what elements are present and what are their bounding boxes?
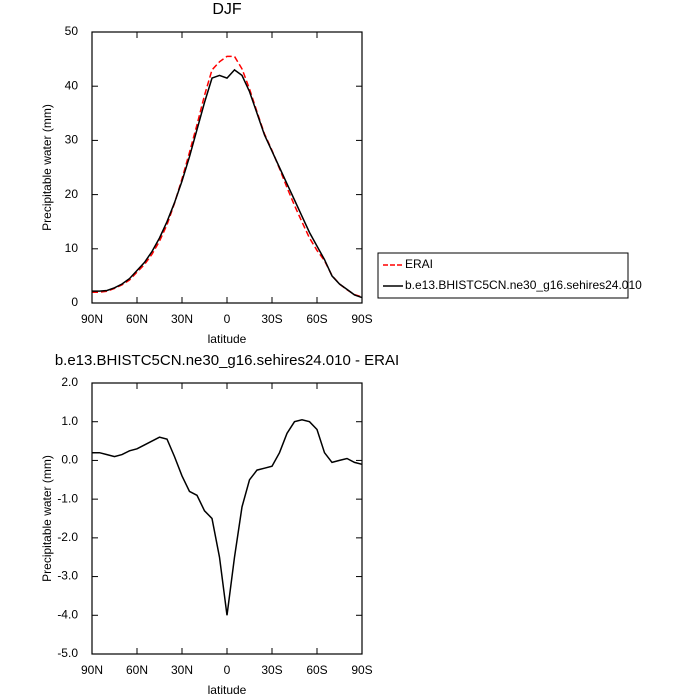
x-tick-label: 90S — [351, 663, 372, 677]
x-tick-label: 90S — [351, 312, 372, 326]
x-tick-label: 30S — [261, 312, 282, 326]
x-axis-label: latitude — [208, 332, 247, 346]
y-tick-label: 0 — [71, 295, 78, 309]
y-tick-label: -2.0 — [57, 530, 78, 544]
chart-title: b.e13.BHISTC5CN.ne30_g16.sehires24.010 -… — [55, 352, 399, 369]
chart-title: DJF — [212, 1, 242, 18]
x-tick-label: 60N — [126, 663, 148, 677]
x-tick-label: 0 — [224, 663, 231, 677]
y-tick-label: -3.0 — [57, 569, 78, 583]
y-axis-label: Precipitable water (mm) — [40, 455, 54, 582]
y-tick-label: 20 — [65, 187, 79, 201]
legend-box — [377, 252, 629, 299]
y-tick-label: -5.0 — [57, 646, 78, 660]
x-tick-label: 60S — [306, 312, 327, 326]
y-tick-label: 40 — [65, 78, 79, 92]
data-line — [92, 68, 363, 299]
y-tick-label: 50 — [65, 24, 79, 38]
x-tick-label: 60S — [306, 663, 327, 677]
x-tick-label: 30S — [261, 663, 282, 677]
legend-label: ERAI — [405, 257, 433, 271]
y-axis-label: Precipitable water (mm) — [40, 104, 54, 231]
x-tick-label: 60N — [126, 312, 148, 326]
data-line — [92, 55, 363, 298]
x-tick-label: 30N — [171, 312, 193, 326]
legend-label: b.e13.BHISTC5CN.ne30_g16.sehires24.010 — [405, 278, 642, 292]
x-tick-label: 30N — [171, 663, 193, 677]
x-tick-label: 90N — [81, 312, 103, 326]
y-tick-label: 2.0 — [61, 375, 78, 389]
y-tick-label: 0.0 — [61, 453, 78, 467]
y-tick-label: -4.0 — [57, 607, 78, 621]
y-tick-label: 30 — [65, 133, 79, 147]
y-tick-label: -1.0 — [57, 491, 78, 505]
plot-frame — [91, 31, 363, 304]
x-tick-label: 90N — [81, 663, 103, 677]
y-tick-label: 1.0 — [61, 414, 78, 428]
x-tick-label: 0 — [224, 312, 231, 326]
x-axis-label: latitude — [208, 683, 247, 697]
plot-frame — [91, 382, 363, 655]
y-tick-label: 10 — [65, 241, 79, 255]
data-line — [92, 419, 363, 616]
